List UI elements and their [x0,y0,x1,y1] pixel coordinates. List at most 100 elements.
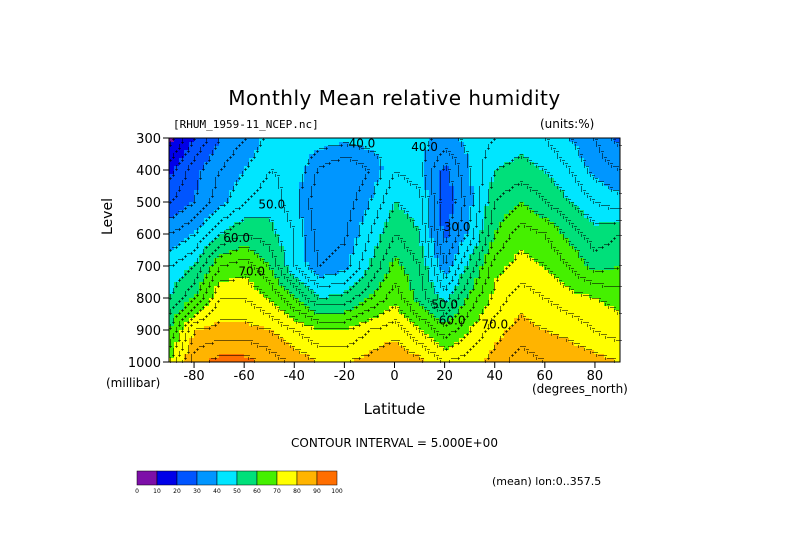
contour-cell [269,298,275,303]
x-axis-label: Latitude [363,400,426,418]
contour-cell [254,286,260,291]
contour-cell [589,282,595,287]
contour-cell [564,322,570,327]
contour-cell [504,282,510,287]
contour-cell [239,158,245,163]
contour-cell [479,242,485,247]
contour-cell [224,222,230,227]
contour-cell [529,146,535,151]
contour-cell [224,346,230,351]
contour-cell [544,162,550,167]
contour-cell [304,242,310,247]
contour-cell [299,186,305,191]
contour-cell [404,154,410,159]
contour-cell [449,318,455,323]
contour-cell [219,270,225,275]
contour-cell [409,146,415,151]
contour-cell [534,202,540,207]
contour-cell [319,206,325,211]
contour-cell [274,274,280,279]
contour-cell [479,146,485,151]
contour-cell [224,262,230,267]
contour-cell [299,318,305,323]
contour-cell [549,290,555,295]
contour-cell [299,354,305,359]
contour-cell [204,298,210,303]
contour-cell [564,314,570,319]
contour-cell [484,354,490,359]
contour-cell [419,222,425,227]
contour-cell [574,162,580,167]
contour-cell [219,334,225,339]
contour-cell [284,234,290,239]
contour-cell [454,190,460,195]
contour-cell [544,214,550,219]
contour-cell [289,170,295,175]
contour-cell [284,290,290,295]
contour-cell [494,250,500,255]
contour-cell [479,326,485,331]
contour-cell [409,170,415,175]
contour-cell [229,162,235,167]
contour-cell [379,234,385,239]
contour-cell [299,334,305,339]
contour-cell [264,198,270,203]
contour-cell [544,286,550,291]
contour-cell [374,262,380,267]
contour-cell [464,146,470,151]
contour-cell [389,182,395,187]
contour-cell [354,318,360,323]
contour-cell [269,318,275,323]
contour-cell [359,238,365,243]
contour-cell [534,246,540,251]
contour-cell [174,174,180,179]
contour-cell [519,266,525,271]
contour-cell [374,310,380,315]
contour-cell [174,154,180,159]
contour-cell [614,234,620,239]
contour-cell [299,238,305,243]
contour-cell [524,206,530,211]
contour-cell [389,258,395,263]
contour-cell [454,302,460,307]
contour-cell [244,326,250,331]
contour-cell [554,210,560,215]
contour-cell [229,274,235,279]
contour-cell [419,142,425,147]
contour-cell [244,190,250,195]
contour-cell [559,218,565,223]
contour-cell [184,262,190,267]
contour-cell [199,166,205,171]
contour-cell [444,230,450,235]
contour-cell [324,286,330,291]
contour-cell [174,290,180,295]
contour-cell [344,158,350,163]
contour-cell [594,294,600,299]
contour-cell [184,230,190,235]
contour-cell [274,218,280,223]
contour-cell [514,194,520,199]
contour-cell [264,226,270,231]
contour-cell [459,342,465,347]
contour-cell [559,238,565,243]
contour-cell [404,198,410,203]
contour-cell [454,294,460,299]
contour-cell [594,302,600,307]
contour-cell [359,278,365,283]
contour-cell [379,214,385,219]
contour-cell [404,266,410,271]
contour-cell [574,146,580,151]
contour-cell [589,198,595,203]
contour-cell [364,210,370,215]
contour-cell [344,254,350,259]
contour-cell [454,282,460,287]
contour-cell [524,282,530,287]
contour-cell [594,210,600,215]
contour-cell [484,218,490,223]
contour-cell [534,338,540,343]
contour-cell [429,294,435,299]
contour-cell [404,286,410,291]
contour-cell [574,202,580,207]
contour-cell [544,194,550,199]
contour-cell [434,350,440,355]
